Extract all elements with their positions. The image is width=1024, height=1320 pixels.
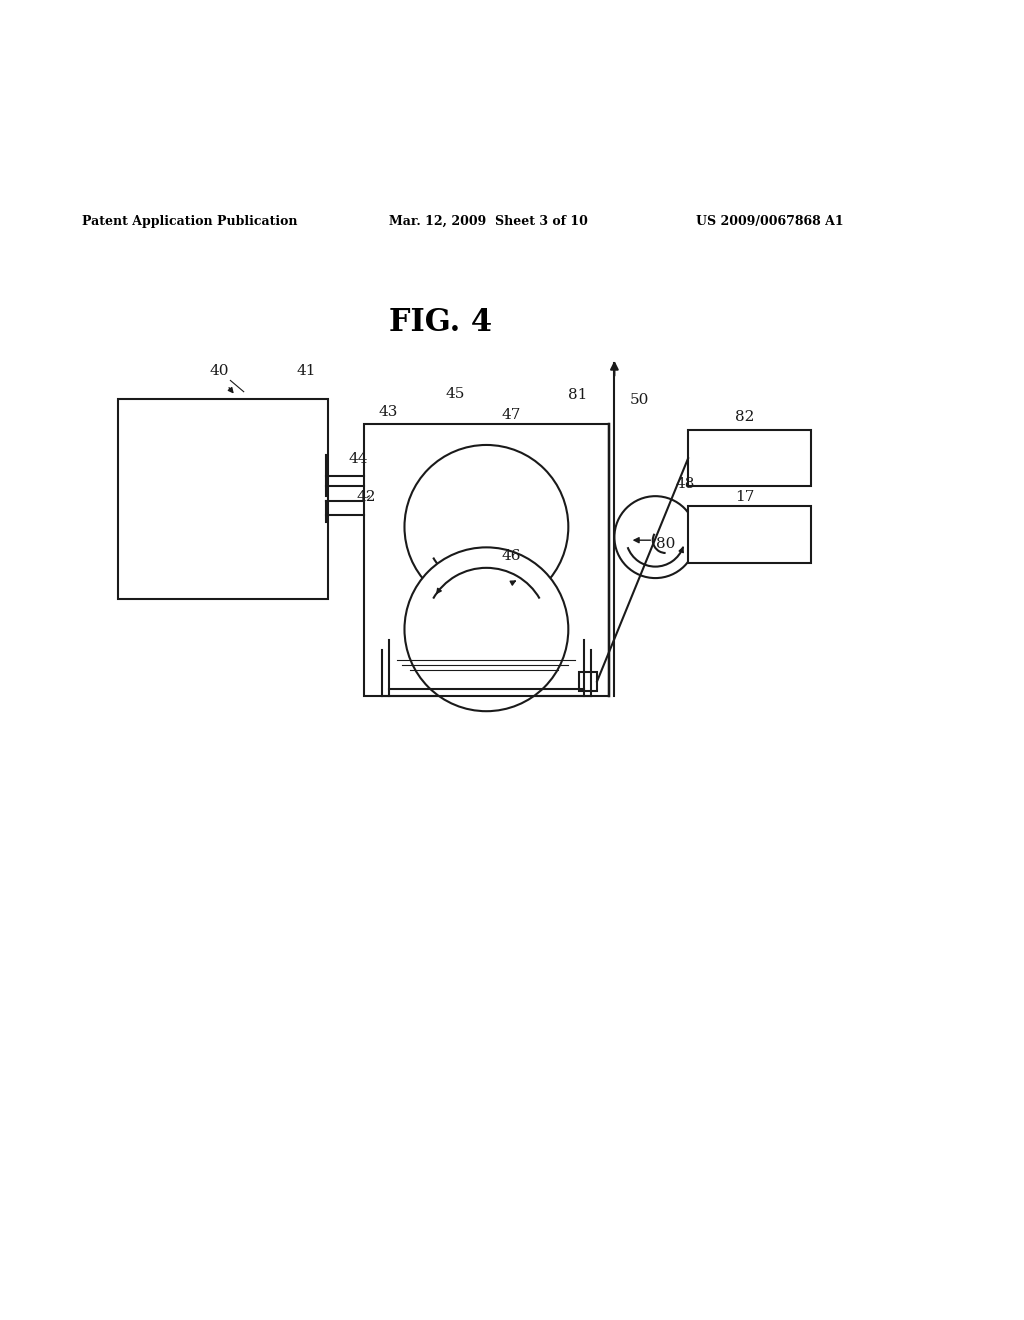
Text: 48: 48 [676, 477, 695, 491]
Bar [118, 399, 328, 598]
Text: 45: 45 [445, 387, 465, 401]
Text: Patent Application Publication: Patent Application Publication [82, 215, 297, 228]
Bar [688, 429, 811, 486]
Text: US 2009/0067868 A1: US 2009/0067868 A1 [696, 215, 844, 228]
Text: 46: 46 [502, 549, 521, 562]
Text: 43: 43 [379, 405, 398, 420]
Circle shape [614, 496, 696, 578]
Bar [579, 672, 597, 690]
Text: 40: 40 [210, 364, 229, 379]
Circle shape [404, 548, 568, 711]
Text: 17: 17 [735, 490, 755, 504]
Text: 82: 82 [735, 411, 755, 425]
Text: 50: 50 [630, 393, 649, 407]
Text: FIG. 4: FIG. 4 [389, 306, 492, 338]
Text: 80: 80 [656, 537, 676, 552]
Text: 44: 44 [348, 453, 368, 466]
Bar [688, 507, 811, 562]
Text: 41: 41 [297, 364, 316, 379]
Bar [364, 425, 609, 696]
Text: 42: 42 [356, 490, 376, 504]
Circle shape [404, 445, 568, 609]
Text: 47: 47 [502, 408, 521, 422]
Text: Mar. 12, 2009  Sheet 3 of 10: Mar. 12, 2009 Sheet 3 of 10 [389, 215, 588, 228]
Text: 81: 81 [568, 388, 588, 401]
